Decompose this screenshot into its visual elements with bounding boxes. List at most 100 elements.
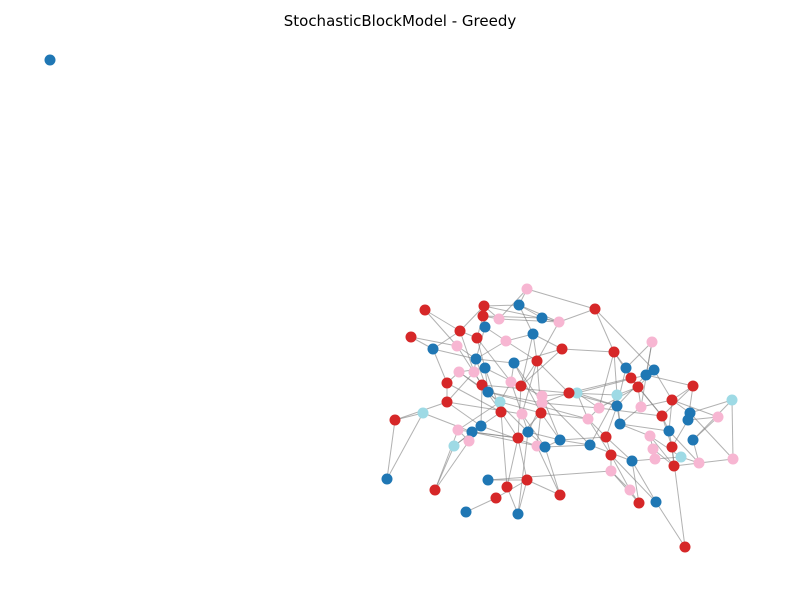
graph-node	[554, 434, 566, 446]
graph-node	[687, 380, 699, 392]
graph-node	[553, 316, 565, 328]
graph-edge	[517, 437, 528, 481]
graph-node	[405, 331, 417, 343]
graph-edge	[610, 470, 640, 504]
graph-node	[521, 474, 533, 486]
graph-node	[663, 425, 675, 437]
graph-edge	[526, 288, 596, 310]
graph-node	[635, 401, 647, 413]
graph-node	[589, 303, 601, 315]
graph-node	[726, 394, 738, 406]
graph-edge	[483, 304, 520, 307]
graph-edge	[689, 412, 734, 460]
graph-node	[501, 481, 513, 493]
graph-node	[679, 541, 691, 553]
graph-node	[453, 366, 465, 378]
graph-edge	[541, 402, 600, 409]
graph-node	[571, 387, 583, 399]
graph-node	[712, 411, 724, 423]
graph-edge	[446, 401, 523, 415]
graph-node	[611, 389, 623, 401]
graph-edge	[610, 454, 657, 503]
graph-edge	[434, 440, 470, 491]
graph-edge	[475, 340, 507, 360]
graph-node	[640, 369, 652, 381]
graph-node	[527, 328, 539, 340]
graph-edge	[521, 413, 546, 448]
graph-edge	[645, 341, 653, 376]
graph-node	[471, 332, 483, 344]
graph-node	[482, 386, 494, 398]
graph-node	[454, 325, 466, 337]
graph-edge	[631, 460, 657, 503]
graph-edge	[558, 308, 596, 323]
graph-node	[417, 407, 429, 419]
graph-edge	[649, 435, 675, 467]
graph-edge	[471, 431, 538, 447]
graph-node	[620, 362, 632, 374]
graph-node	[451, 340, 463, 352]
graph-node	[381, 473, 393, 485]
graph-edge	[631, 460, 640, 504]
graph-edge	[457, 401, 501, 431]
graph-edge	[513, 362, 542, 414]
graph-edge	[605, 436, 633, 462]
graph-node	[687, 434, 699, 446]
graph-edge	[561, 348, 615, 353]
graph-node	[531, 440, 543, 452]
graph-node	[521, 283, 533, 295]
graph-node	[522, 426, 534, 438]
graph-node	[389, 414, 401, 426]
graph-edge	[594, 308, 655, 371]
graph-edge	[499, 401, 542, 414]
graph-node	[675, 451, 687, 463]
graph-node	[448, 440, 460, 452]
graph-edge	[649, 435, 682, 458]
graph-edge	[498, 288, 528, 320]
graph-node	[584, 439, 596, 451]
graph-edge	[459, 330, 475, 373]
graph-node	[427, 343, 439, 355]
graph-node	[535, 407, 547, 419]
graph-edge	[661, 385, 694, 417]
graph-edge	[544, 444, 591, 448]
graph-node	[656, 410, 668, 422]
graph-edge	[540, 412, 561, 441]
graph-edge	[446, 401, 482, 427]
graph-edge	[424, 309, 458, 347]
graph-node	[44, 54, 56, 66]
graph-edge	[456, 345, 483, 386]
graph-edge	[521, 360, 538, 415]
graph-node	[429, 484, 441, 496]
graph-edge	[386, 412, 424, 480]
graph-node	[624, 484, 636, 496]
graph-node	[495, 406, 507, 418]
graph-node	[463, 435, 475, 447]
graph-edge	[598, 351, 615, 409]
graph-node	[466, 426, 478, 438]
graph-node	[468, 366, 480, 378]
graph-edge	[598, 407, 663, 417]
graph-node	[648, 364, 660, 376]
graph-edge	[645, 374, 694, 387]
graph-edge	[434, 445, 455, 491]
graph-edge	[500, 411, 508, 488]
graph-node	[608, 346, 620, 358]
graph-node	[614, 418, 626, 430]
graph-node	[452, 424, 464, 436]
graph-edge	[432, 348, 448, 384]
graph-node	[593, 402, 605, 414]
graph-node	[479, 362, 491, 374]
graph-node	[693, 457, 705, 469]
graph-node	[536, 397, 548, 409]
graph-edge	[610, 454, 631, 491]
graph-edge	[446, 382, 502, 413]
graph-edge	[480, 384, 483, 427]
graph-node	[460, 506, 472, 518]
graph-node	[494, 396, 506, 408]
graph-edge	[668, 430, 700, 464]
graph-node	[600, 431, 612, 443]
graph-edge	[410, 336, 458, 347]
graph-node	[563, 387, 575, 399]
